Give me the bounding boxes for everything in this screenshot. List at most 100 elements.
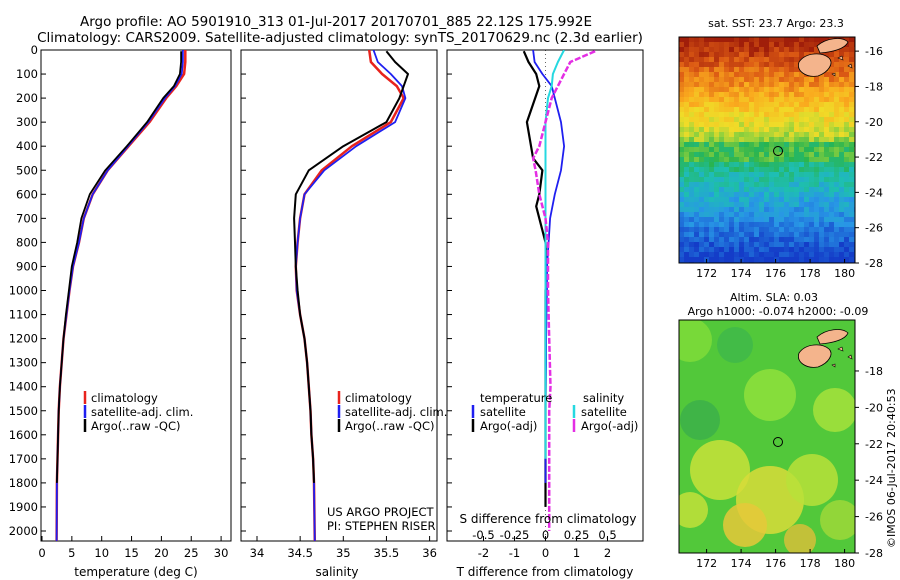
sst-cell — [694, 142, 699, 147]
sst-cell — [749, 87, 754, 92]
sst-cell — [734, 177, 739, 182]
sst-cell — [709, 257, 714, 262]
sst-cell — [769, 147, 774, 152]
sst-cell — [769, 162, 774, 167]
sst-cell — [774, 67, 779, 72]
sst-cell — [834, 227, 839, 232]
sst-cell — [724, 222, 729, 227]
legend-title-temperature: temperature — [480, 391, 552, 405]
sst-cell — [689, 62, 694, 67]
sst-cell — [694, 177, 699, 182]
sst-cell — [814, 187, 819, 192]
sst-cell — [844, 142, 849, 147]
sst-cell — [729, 92, 734, 97]
sst-cell — [774, 227, 779, 232]
sst-map-ticks: 172 174 176 178 180-16-18-20-22-24-26-28 — [696, 45, 883, 280]
sst-cell — [744, 92, 749, 97]
sst-cell — [804, 202, 809, 207]
sst-cell — [694, 47, 699, 52]
sst-cell — [694, 87, 699, 92]
sst-cell — [809, 207, 814, 212]
sst-cell — [779, 237, 784, 242]
sst-cell — [804, 117, 809, 122]
sst-cell — [794, 47, 799, 52]
sst-cell — [744, 207, 749, 212]
sst-cell — [679, 182, 684, 187]
map-y-tick-label: -18 — [865, 365, 883, 378]
sst-cell — [779, 197, 784, 202]
sst-cell — [789, 257, 794, 262]
x-tick-label: 0 — [542, 546, 549, 560]
sst-cell — [789, 122, 794, 127]
sst-cell — [814, 207, 819, 212]
sst-cell — [824, 77, 829, 82]
sst-cell — [794, 222, 799, 227]
sst-cell — [814, 232, 819, 237]
sst-cell — [794, 187, 799, 192]
sst-cell — [774, 207, 779, 212]
sst-cell — [789, 167, 794, 172]
temperature-panel: 0100200300400500600700800900100011001200… — [9, 43, 232, 579]
sst-cell — [684, 217, 689, 222]
sst-cell — [694, 172, 699, 177]
sst-cell — [799, 102, 804, 107]
sst-cell — [729, 137, 734, 142]
sst-cell — [839, 137, 844, 142]
sst-cell — [849, 242, 854, 247]
sst-cell — [719, 62, 724, 67]
sst-cell — [779, 37, 784, 42]
sst-cell — [689, 52, 694, 57]
sst-cell — [819, 197, 824, 202]
sst-cell — [809, 202, 814, 207]
sst-cell — [849, 102, 854, 107]
sst-cell — [769, 257, 774, 262]
sst-cell — [754, 72, 759, 77]
sst-cell — [819, 132, 824, 137]
sst-cell — [849, 87, 854, 92]
sst-cell — [699, 117, 704, 122]
sst-cell — [744, 87, 749, 92]
sst-cell — [849, 207, 854, 212]
sst-cell — [699, 122, 704, 127]
sst-cell — [699, 192, 704, 197]
sst-cell — [754, 187, 759, 192]
sst-cell — [804, 107, 809, 112]
sst-cell — [784, 147, 789, 152]
sst-cell — [704, 192, 709, 197]
sst-cell — [714, 67, 719, 72]
sst-cell — [824, 257, 829, 262]
sst-cell — [699, 72, 704, 77]
sst-cell — [719, 77, 724, 82]
sst-cell — [784, 187, 789, 192]
sst-cell — [734, 67, 739, 72]
sst-cell — [679, 52, 684, 57]
depth-tick-label: 1500 — [9, 404, 38, 418]
sst-cell — [779, 157, 784, 162]
sst-cell — [729, 252, 734, 257]
sst-cell — [739, 157, 744, 162]
sst-cell — [809, 112, 814, 117]
sst-cell — [764, 252, 769, 257]
sst-cell — [799, 182, 804, 187]
sst-cell — [694, 227, 699, 232]
sst-cell — [734, 82, 739, 87]
sst-cell — [844, 132, 849, 137]
sla-anomaly-patch — [679, 492, 708, 528]
sst-cell — [754, 87, 759, 92]
sst-cell — [684, 127, 689, 132]
sst-cell — [739, 102, 744, 107]
sst-cell — [729, 127, 734, 132]
sst-cell — [714, 192, 719, 197]
sst-cell — [829, 107, 834, 112]
sst-cell — [809, 122, 814, 127]
sst-cell — [779, 167, 784, 172]
sst-cell — [819, 122, 824, 127]
sst-cell — [754, 202, 759, 207]
map-x-tick-label: 176 — [765, 267, 786, 280]
sst-cell — [784, 77, 789, 82]
sst-cell — [759, 87, 764, 92]
sst-cell — [819, 232, 824, 237]
sst-cell — [684, 112, 689, 117]
sst-cell — [809, 82, 814, 87]
sst-cell — [724, 202, 729, 207]
